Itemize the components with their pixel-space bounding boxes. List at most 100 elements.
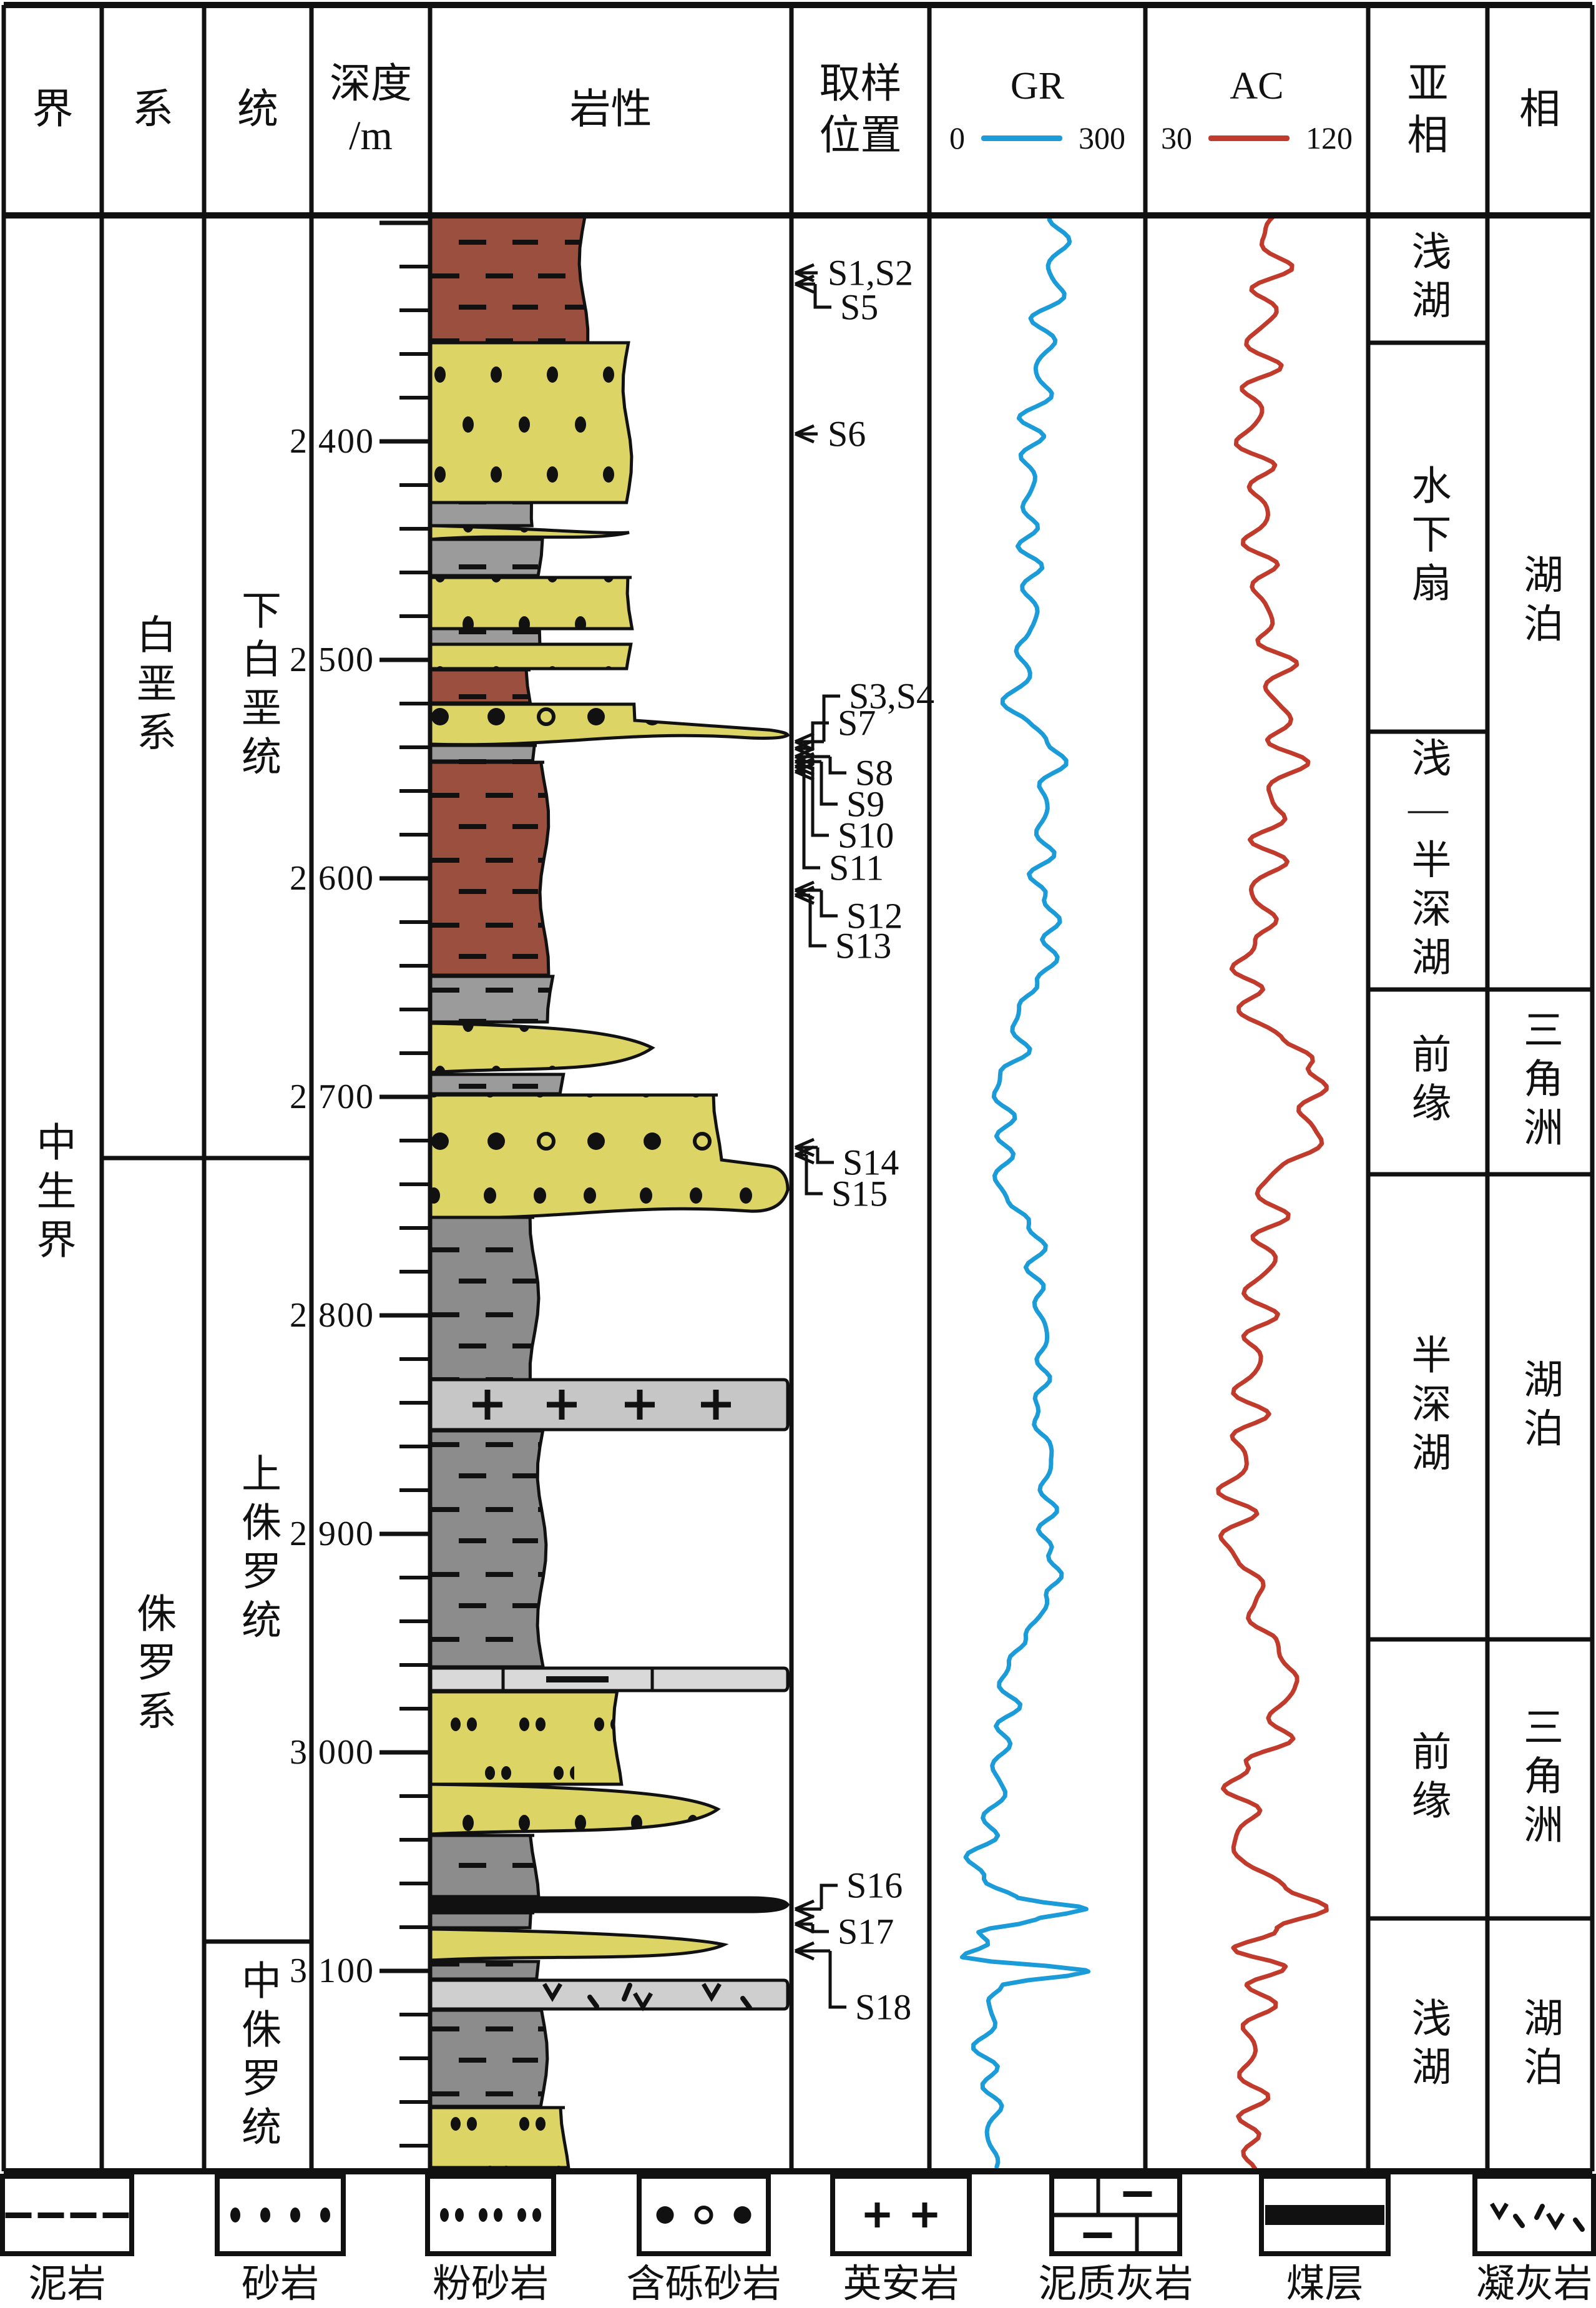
- sample-label: S8: [855, 752, 894, 793]
- legend-swatch-dacite: [830, 2174, 972, 2256]
- series-label: 中侏罗统: [236, 1960, 280, 2154]
- lithology-layer-limestone: [428, 1666, 790, 1692]
- depth-label: 2 900: [290, 1515, 375, 1553]
- lithology-layer-pebbly: [428, 1093, 790, 1220]
- legend-swatch-tuff: [1472, 2174, 1596, 2256]
- legend-label: 煤层: [1286, 2263, 1364, 2306]
- lithology-layer-tuff: [428, 1978, 790, 2011]
- lithology-layer-mudstone_gray: [428, 744, 537, 763]
- lithology-layer-mudstone_gray: [428, 1073, 565, 1096]
- sample-label: S14: [843, 1142, 899, 1183]
- facies-label: 湖泊: [1518, 1358, 1562, 1456]
- sample-label: S16: [846, 1865, 903, 1906]
- gr-scale-line: [981, 135, 1062, 141]
- lithology-layer-mudstone_gray: [428, 627, 542, 646]
- sample-label: S10: [838, 815, 894, 856]
- legend-label: 粉砂岩: [432, 2263, 549, 2306]
- sample-label: S18: [855, 1986, 912, 2028]
- depth-label: 2 600: [290, 859, 375, 898]
- header-system: 系: [132, 87, 174, 133]
- sample-label: S13: [835, 925, 892, 966]
- depth-label: 3 100: [290, 1952, 375, 1990]
- sample-label: S11: [829, 847, 884, 888]
- lithology-track: [428, 214, 790, 2169]
- lithology-layer-sandstone: [428, 642, 633, 670]
- lithology-layer-sandstone: [428, 576, 634, 631]
- table-grid: [1, 2, 1595, 2174]
- legend-label: 凝灰岩: [1476, 2263, 1593, 2306]
- header-lithology: 岩性: [569, 87, 652, 133]
- subfacies-label: 前缘: [1406, 1033, 1451, 1131]
- subfacies-label: 浅湖: [1406, 230, 1451, 328]
- lithology-layer-sandstone: [428, 1927, 729, 1962]
- header-gr-track: GR 0 300: [929, 5, 1145, 215]
- lithology-layer-pebbly: [428, 702, 790, 747]
- header-subfacies: 亚 相: [1407, 61, 1449, 159]
- gr-curve: [959, 213, 1091, 2169]
- sample-label: S5: [840, 287, 879, 328]
- system-label: 侏罗系: [131, 1592, 175, 1739]
- depth-label: 3 000: [290, 1733, 375, 1772]
- system-label: 白垩系: [131, 614, 175, 760]
- lithology-layer-mudstone_gray: [428, 538, 544, 577]
- legend-label: 砂岩: [241, 2263, 320, 2306]
- facies-label: 三角洲: [1518, 1009, 1562, 1155]
- depth-label: 2 700: [290, 1078, 375, 1116]
- ac-scale-max: 120: [1306, 120, 1353, 155]
- subfacies-label: 半深湖: [1406, 1333, 1451, 1480]
- lithology-layer-mudstone_dgray: [428, 1834, 541, 1898]
- era-label: 中生界: [31, 1121, 76, 1267]
- header-facies: 相: [1519, 87, 1560, 133]
- legend: [0, 2174, 1596, 2256]
- header-era: 界: [32, 87, 74, 133]
- header-ac-track: AC 30 120: [1145, 5, 1368, 215]
- sample-label: S17: [838, 1911, 894, 1952]
- lithology-layer-dacite: [428, 1378, 790, 1431]
- lithology-layer-sandstone: [428, 341, 634, 504]
- lithology-layer-mudstone_red: [428, 668, 532, 705]
- series-label: 下白垩统: [236, 589, 280, 784]
- depth-label: 2 400: [290, 422, 375, 461]
- depth-ticks: [379, 220, 429, 2148]
- gr-scale-row: 0 300: [949, 120, 1125, 156]
- ac-scale-min: 30: [1161, 120, 1192, 155]
- subfacies-label: 水下扇: [1406, 464, 1451, 611]
- lithology-layer-mudstone_dgray: [428, 1960, 541, 1981]
- legend-label: 泥岩: [28, 2263, 106, 2306]
- lithology-layer-mudstone_red: [428, 214, 590, 345]
- sample-label: S12: [846, 895, 903, 936]
- subfacies-label: 浅—半深湖: [1406, 737, 1451, 985]
- sample-label: S15: [831, 1173, 888, 1214]
- lithology-layer-mudstone_gray: [428, 501, 536, 528]
- ac-curve: [1216, 213, 1329, 2171]
- ac-scale-row: 30 120: [1161, 120, 1353, 156]
- series-label: 上侏罗统: [236, 1452, 280, 1648]
- legend-label: 泥质灰岩: [1038, 2263, 1193, 2306]
- header-series: 统: [237, 87, 278, 133]
- subfacies-label: 浅湖: [1406, 1996, 1451, 2094]
- lithology-layer-mudstone_dgray: [428, 2008, 549, 2108]
- sample-markers: [795, 263, 846, 2009]
- lithology-layer-mudstone_dgray: [428, 1215, 541, 1382]
- gr-curve-name: GR: [1010, 65, 1065, 107]
- sample-label: S9: [846, 783, 885, 825]
- sample-label: S6: [828, 413, 866, 454]
- lithology-layer-sandstone: [428, 1782, 721, 1836]
- legend-label: 英安岩: [843, 2263, 959, 2306]
- lithology-layer-siltstone: [428, 2106, 570, 2169]
- facies-label: 湖泊: [1518, 1996, 1562, 2094]
- facies-label: 三角洲: [1518, 1706, 1562, 1852]
- facies-label: 湖泊: [1518, 554, 1562, 651]
- header-sampling-position: 取样 位置: [819, 61, 902, 159]
- lithology-layer-coal: [428, 1896, 790, 1913]
- subfacies-label: 前缘: [1406, 1730, 1451, 1828]
- legend-label: 含砾砂岩: [626, 2263, 781, 2306]
- lithology-layer-siltstone: [428, 1690, 624, 1786]
- lithology-layer-mudstone_dgray: [428, 1429, 548, 1669]
- header-depth: 深度 /m: [330, 61, 412, 159]
- lithology-layer-sandstone: [428, 1021, 655, 1074]
- lithology-layer-mudstone_dgray: [428, 1911, 534, 1930]
- gr-scale-min: 0: [949, 120, 965, 155]
